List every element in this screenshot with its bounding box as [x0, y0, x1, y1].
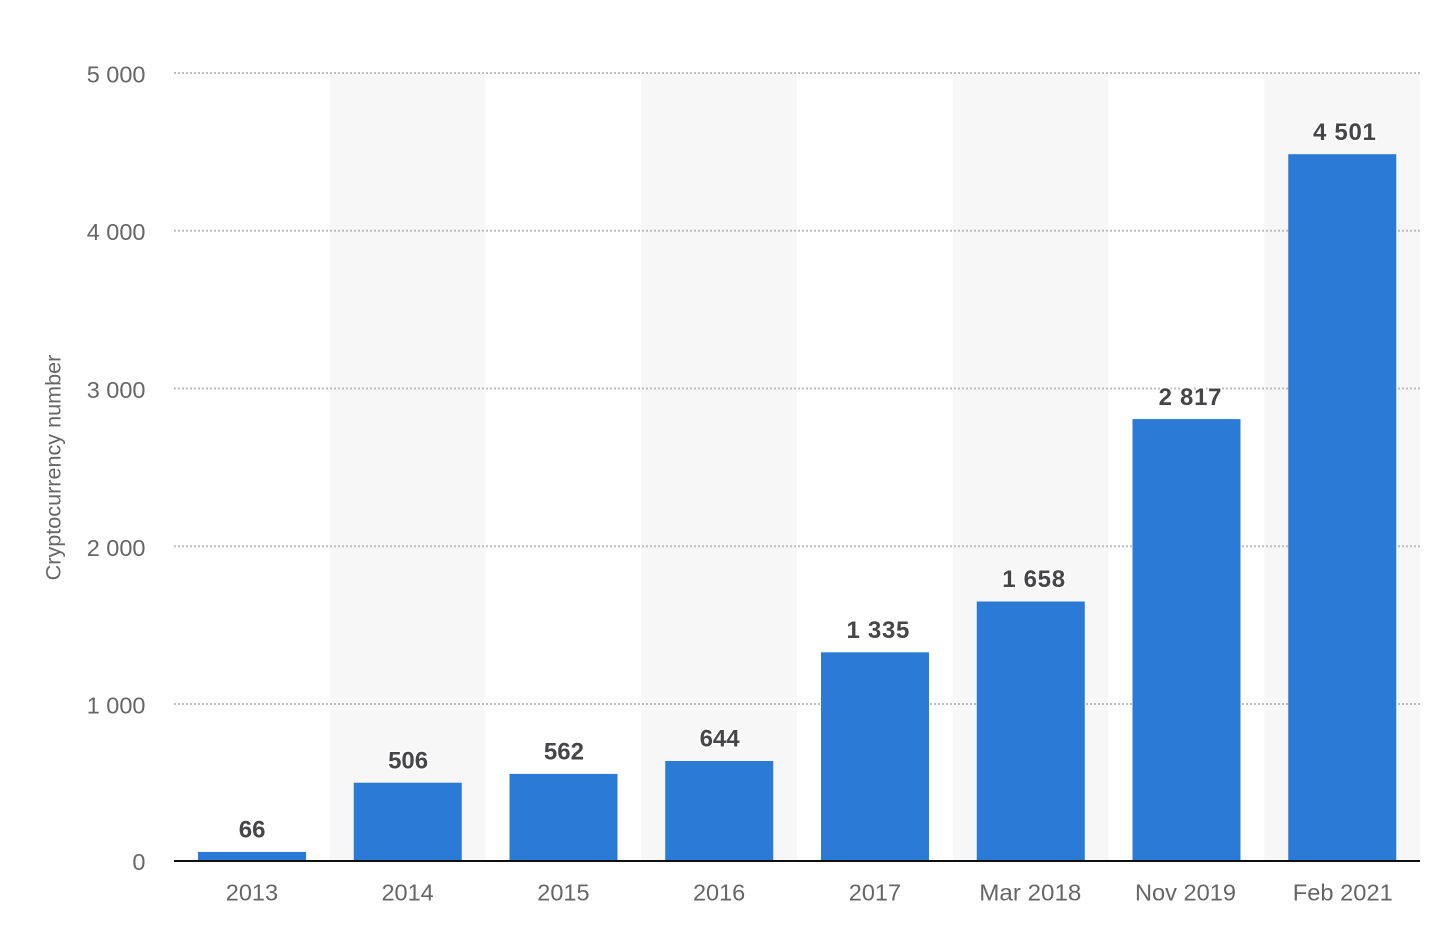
svg-text:66: 66	[239, 817, 266, 844]
svg-text:506: 506	[388, 747, 428, 774]
svg-text:1 000: 1 000	[87, 693, 146, 719]
svg-text:2016: 2016	[693, 880, 745, 906]
svg-text:2017: 2017	[849, 880, 901, 906]
svg-text:Nov 2019: Nov 2019	[1135, 880, 1236, 906]
svg-text:0: 0	[132, 849, 145, 875]
svg-text:562: 562	[544, 739, 584, 766]
svg-text:2015: 2015	[537, 880, 589, 906]
svg-text:Mar 2018: Mar 2018	[979, 880, 1081, 906]
svg-text:644: 644	[700, 726, 741, 753]
svg-text:Cryptocurrency number: Cryptocurrency number	[41, 355, 66, 581]
svg-text:1 658: 1 658	[1002, 566, 1066, 593]
svg-text:2 817: 2 817	[1159, 384, 1223, 411]
svg-text:2014: 2014	[381, 880, 433, 906]
svg-text:2013: 2013	[226, 880, 278, 906]
svg-text:1 335: 1 335	[847, 617, 911, 644]
svg-text:3 000: 3 000	[87, 377, 146, 403]
svg-text:2 000: 2 000	[87, 535, 146, 561]
svg-text:5 000: 5 000	[87, 61, 146, 87]
svg-text:Feb 2021: Feb 2021	[1293, 880, 1393, 906]
svg-text:4 000: 4 000	[87, 219, 146, 245]
svg-text:4 501: 4 501	[1313, 119, 1377, 146]
